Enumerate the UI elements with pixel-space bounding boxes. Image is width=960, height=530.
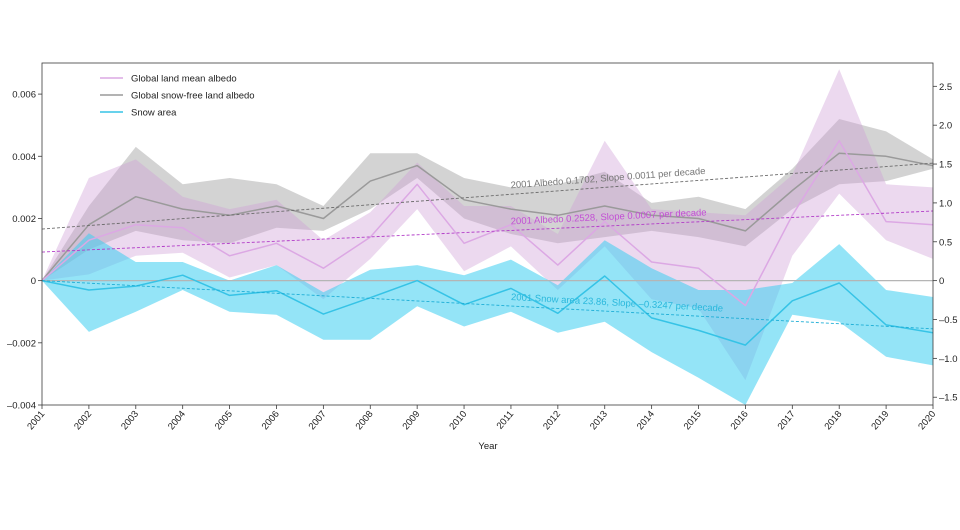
right-y-tick-label: –1.5 (939, 393, 958, 404)
x-tick-label: 2017 (776, 409, 798, 432)
x-tick-label: 2014 (635, 409, 657, 432)
left-y-tick-label: –0.004 (7, 401, 36, 412)
x-tick-label: 2011 (495, 409, 517, 432)
plot-frame (41, 62, 934, 406)
x-tick-label: 2008 (354, 409, 376, 432)
right-y-tick-label: 2.5 (939, 82, 952, 93)
x-axis-title: Year (478, 441, 497, 452)
trend-line-global-land-mean-albedo (42, 210, 933, 253)
x-axis: 2001 2002 2003 2004 2005 2006 2007 2008 2009 2010… (25, 405, 938, 432)
legend-label: Global land mean albedo (131, 74, 237, 85)
legend-item-snow-area: Snow area (100, 108, 177, 119)
x-tick-label: 2004 (166, 409, 188, 432)
left-y-axis: 0.006 0.004 0.002 0 –0.002 –0.004 (7, 90, 42, 412)
x-tick-label: 2018 (822, 409, 844, 432)
x-tick-label: 2015 (682, 409, 704, 432)
x-tick-label: 2010 (447, 409, 469, 432)
x-tick-label: 2007 (307, 409, 329, 432)
legend-item-global-land-mean-albedo: Global land mean albedo (100, 74, 237, 85)
x-tick-label: 2002 (72, 409, 94, 432)
legend-label: Snow area (131, 108, 177, 119)
right-y-tick-label: 0 (939, 276, 944, 287)
trend-lines (42, 162, 933, 330)
right-y-tick-label: 0.5 (939, 237, 952, 248)
x-tick-label: 2013 (588, 409, 610, 432)
uncertainty-bands (42, 69, 933, 405)
right-y-tick-label: 1.5 (939, 160, 952, 171)
left-y-tick-label: –0.002 (7, 338, 36, 349)
series-line-global-snow-free-land-albedo (42, 152, 933, 282)
right-y-tick-label: 2.0 (939, 121, 952, 132)
x-tick-label: 2001 (25, 409, 47, 432)
trend-line-snow-area (42, 280, 933, 330)
uncertainty-band-snow-area (42, 233, 933, 405)
left-y-tick-label: 0.006 (12, 90, 36, 101)
left-y-tick-label: 0.004 (12, 152, 36, 163)
right-y-tick-label: –1.0 (939, 354, 958, 365)
x-tick-label: 2012 (541, 409, 563, 432)
left-y-tick-label: 0.002 (12, 214, 36, 225)
series-line-snow-area (42, 274, 933, 346)
left-y-tick-label: 0 (31, 276, 36, 287)
x-tick-label: 2006 (260, 409, 282, 432)
legend-label: Global snow-free land albedo (131, 91, 255, 102)
x-tick-label: 2005 (213, 409, 235, 432)
uncertainty-band-global-snow-free-land-albedo (42, 119, 933, 281)
x-tick-label: 2003 (119, 409, 141, 432)
series-line-global-land-mean-albedo (42, 139, 933, 307)
right-y-tick-label: 1.0 (939, 198, 952, 209)
right-y-axis: 2.5 2.0 1.5 1.0 0.5 0 –0.5 –1.0 –1.5 (933, 82, 958, 404)
x-tick-label: 2016 (729, 409, 751, 432)
series-lines (42, 139, 933, 346)
right-y-tick-label: –0.5 (939, 315, 958, 326)
x-tick-label: 2019 (869, 409, 891, 432)
x-tick-label: 2009 (400, 409, 422, 432)
legend: Global land mean albedo Global snow-free… (100, 74, 255, 119)
legend-item-global-snow-free-land-albedo: Global snow-free land albedo (100, 91, 255, 102)
trend-line-global-snow-free-land-albedo (42, 162, 933, 230)
x-tick-label: 2020 (916, 409, 938, 432)
